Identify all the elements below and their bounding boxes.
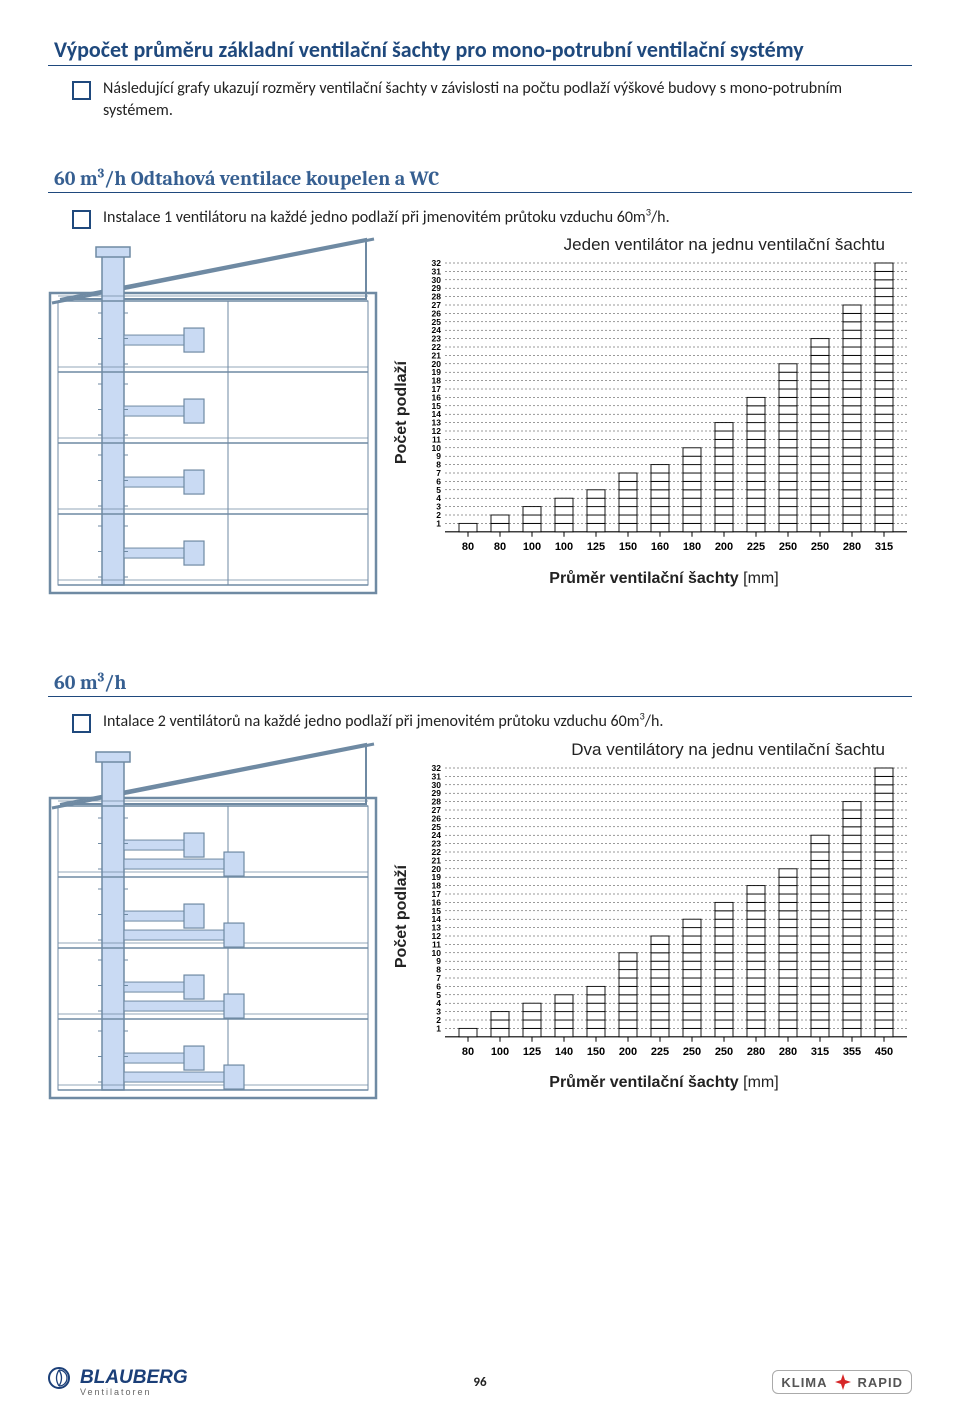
svg-text:200: 200 xyxy=(619,1045,637,1057)
section2-bullet-text: Intalace 2 ventilátorů na každé jedno po… xyxy=(103,711,663,733)
chart1-wrap: Jeden ventilátor na jednu ventilační šac… xyxy=(393,235,913,588)
svg-text:100: 100 xyxy=(491,1045,509,1057)
section2-content: Dva ventilátory na jednu ventilační šach… xyxy=(48,740,912,1100)
chart1-ylabel: Počet podlaží xyxy=(393,361,411,464)
section1-title: 60 m3/h Odtahová ventilace koupelen a WC xyxy=(48,163,912,193)
page-number: 96 xyxy=(473,1375,486,1390)
chart2-wrap: Dva ventilátory na jednu ventilační šach… xyxy=(393,740,913,1093)
svg-text:32: 32 xyxy=(432,764,442,773)
svg-text:80: 80 xyxy=(494,541,506,553)
chart1-svg: 1234567891011121314151617181920212223242… xyxy=(417,259,913,566)
svg-text:150: 150 xyxy=(619,541,637,553)
bullet-icon xyxy=(72,81,91,100)
svg-text:100: 100 xyxy=(555,541,573,553)
bullet-icon xyxy=(72,714,91,733)
section2-title: 60 m3/h xyxy=(48,667,912,697)
chart1-title: Jeden ventilátor na jednu ventilační šac… xyxy=(393,235,913,255)
section1-bullet-row: Instalace 1 ventilátoru na každé jedno p… xyxy=(48,207,912,229)
house-diagram-2 xyxy=(48,740,383,1100)
section1-bullet-text: Instalace 1 ventilátoru na každé jedno p… xyxy=(103,207,670,229)
chart2-xlabel: Průměr ventilační šachty [mm] xyxy=(393,1074,913,1092)
svg-text:150: 150 xyxy=(587,1045,605,1057)
svg-text:200: 200 xyxy=(715,541,733,553)
svg-text:125: 125 xyxy=(587,541,605,553)
svg-text:32: 32 xyxy=(432,259,442,268)
blauberg-icon xyxy=(48,1367,72,1389)
svg-text:160: 160 xyxy=(651,541,669,553)
intro-text: Následující grafy ukazují rozměry ventil… xyxy=(103,78,908,123)
svg-text:250: 250 xyxy=(683,1045,701,1057)
section1-content: Jeden ventilátor na jednu ventilační šac… xyxy=(48,235,912,595)
svg-text:140: 140 xyxy=(555,1045,573,1057)
svg-text:250: 250 xyxy=(779,541,797,553)
chart1-xlabel: Průměr ventilační šachty [mm] xyxy=(393,570,913,588)
svg-text:315: 315 xyxy=(875,541,893,553)
svg-text:280: 280 xyxy=(747,1045,765,1057)
bullet-icon xyxy=(72,210,91,229)
svg-text:225: 225 xyxy=(747,541,765,553)
svg-text:450: 450 xyxy=(875,1045,893,1057)
svg-text:280: 280 xyxy=(779,1045,797,1057)
svg-text:280: 280 xyxy=(843,541,861,553)
svg-text:225: 225 xyxy=(651,1045,669,1057)
svg-text:80: 80 xyxy=(462,541,474,553)
svg-text:180: 180 xyxy=(683,541,701,553)
svg-text:100: 100 xyxy=(523,541,541,553)
svg-text:250: 250 xyxy=(811,541,829,553)
svg-text:80: 80 xyxy=(462,1045,474,1057)
svg-text:250: 250 xyxy=(715,1045,733,1057)
section2-bullet-row: Intalace 2 ventilátorů na každé jedno po… xyxy=(48,711,912,733)
page-footer: BLAUBERG Ventilatoren 96 KLIMA RAPID xyxy=(0,1367,960,1397)
page-title: Výpočet průměru základní ventilační šach… xyxy=(48,32,912,66)
chart2-svg: 1234567891011121314151617181920212223242… xyxy=(417,764,913,1071)
svg-text:315: 315 xyxy=(811,1045,829,1057)
svg-text:125: 125 xyxy=(523,1045,541,1057)
klima-rapid-logo: KLIMA RAPID xyxy=(772,1370,912,1394)
intro-row: Následující grafy ukazují rozměry ventil… xyxy=(48,78,912,123)
house-diagram-1 xyxy=(48,235,383,595)
klima-star-icon xyxy=(834,1373,852,1391)
chart2-ylabel: Počet podlaží xyxy=(393,865,411,968)
blauberg-logo: BLAUBERG Ventilatoren xyxy=(48,1367,188,1397)
chart2-title: Dva ventilátory na jednu ventilační šach… xyxy=(393,740,913,760)
svg-text:355: 355 xyxy=(843,1045,861,1057)
